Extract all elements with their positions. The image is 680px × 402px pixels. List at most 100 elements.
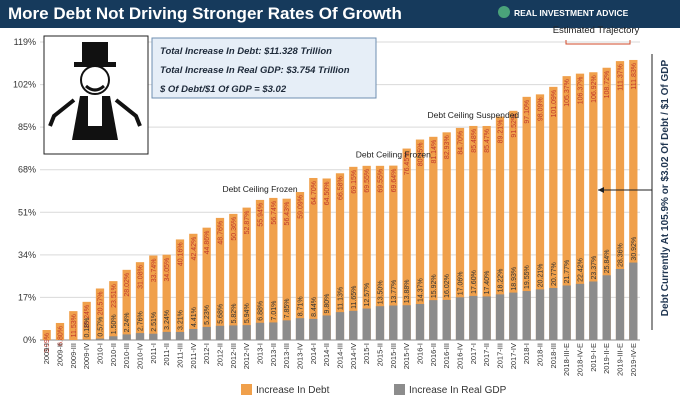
gdp-data-label: 0.18% [84, 318, 91, 338]
x-tick-label: 2017-I [469, 343, 478, 364]
gdp-bar [522, 291, 531, 340]
gdp-data-label: 3.21% [178, 310, 185, 330]
debt-data-label: 48.76% [218, 221, 225, 245]
x-tick-label: 2010-II [109, 343, 118, 366]
debt-bar [149, 255, 158, 340]
debt-bar [522, 96, 531, 341]
debt-bar [349, 166, 358, 340]
debt-data-label: 111.83% [631, 63, 638, 90]
debt-bar [242, 207, 251, 340]
gdp-data-label: 16.02% [444, 274, 451, 298]
gdp-data-label: 23.37% [591, 256, 598, 280]
debt-bar [389, 165, 398, 340]
debt-data-label: 97.10% [524, 100, 531, 124]
debt-data-label: 82.93% [444, 135, 451, 159]
x-tick-label: 2013-I [256, 343, 265, 364]
gdp-bar [349, 310, 358, 340]
gdp-bar [469, 295, 478, 340]
debt-bar [602, 67, 611, 340]
debt-data-label: 69.64% [391, 169, 398, 193]
brand-name: REAL INVESTMENT ADVICE [514, 8, 629, 18]
gdp-bar [509, 292, 518, 340]
debt-data-label: 33.74% [151, 259, 158, 283]
x-tick-label: 2009-III [69, 343, 78, 368]
x-axis: 2009-I 2009-II 2009-III 2009-IV 2010-I 2010-I… [42, 343, 638, 376]
gdp-bar [309, 318, 318, 340]
x-tick-label: 2017-II [482, 343, 491, 366]
gdp-data-label: 8.71% [298, 296, 305, 316]
gdp-data-label: 17.40% [484, 271, 491, 295]
debt-data-label: 11.53% [71, 314, 78, 337]
debt-data-label: 31.08% [138, 265, 145, 289]
gdp-data-label: 2.24% [124, 313, 131, 333]
debt-bar [415, 139, 425, 340]
debt-data-label: 28.02% [124, 273, 131, 297]
debt-data-label: 69.55% [364, 169, 371, 193]
side-note-text: Debt Currently At 105.9% or $3.02 Of Deb… [660, 59, 671, 316]
x-tick-label: 2012-II [216, 343, 225, 366]
debt-data-label: 42.42% [191, 237, 198, 261]
debt-bar [69, 311, 78, 340]
legend-gdp-label: Increase In Real GDP [409, 385, 507, 396]
debt-bar [175, 239, 185, 340]
x-tick-label: 2018-III-E [562, 343, 571, 376]
y-tick-label: 0% [23, 335, 36, 345]
gdp-bar [455, 297, 465, 340]
x-tick-label: 2013-II [269, 343, 278, 366]
x-tick-label: 2017-III [496, 343, 505, 368]
gdp-data-label: 9.80% [324, 294, 331, 314]
gdp-bar [429, 300, 438, 340]
gdp-bar [575, 283, 585, 340]
gdp-bar [135, 333, 145, 340]
gdp-bar [442, 299, 451, 340]
gdp-data-label: 18.22% [498, 269, 505, 293]
debt-bar [429, 136, 438, 340]
debt-bar [535, 94, 545, 340]
gdp-bar [629, 262, 638, 340]
debt-bar [189, 233, 198, 340]
mascot-cartoon [43, 35, 149, 155]
chart-title: More Debt Not Driving Stronger Rates Of … [8, 4, 402, 23]
gdp-bar [189, 328, 198, 340]
debt-data-label: 44.86% [204, 231, 211, 255]
gdp-data-label: 11.65% [351, 286, 358, 309]
y-axis: 0% 17% 34% 51% 68% 85% 102% 119% [13, 37, 36, 345]
debt-data-label: 40.16% [178, 242, 185, 266]
debt-data-label: 91.52% [511, 114, 518, 138]
gdp-data-label: 17.60% [471, 270, 478, 294]
debt-data-label: 59.09% [298, 195, 305, 219]
debt-bar [202, 227, 211, 340]
debt-bar [562, 76, 571, 341]
gdp-data-label: 17.06% [458, 272, 465, 296]
gdp-bar [535, 289, 545, 340]
debt-data-label: 50.36% [231, 217, 238, 241]
annotation-label: Debt Ceiling Frozen [222, 184, 297, 194]
gdp-bar [322, 315, 331, 340]
x-tick-label: 2016-III [442, 343, 451, 368]
x-tick-label: 2015-III [389, 343, 398, 368]
x-tick-label: 2019-III-E [616, 343, 625, 376]
gdp-bar [122, 334, 131, 340]
x-tick-label: 2014-I [309, 343, 318, 364]
debt-bar [442, 132, 451, 340]
info-debt: Total Increase In Debt: $11.328 Trillion [160, 46, 332, 57]
y-tick-label: 51% [18, 207, 36, 217]
gdp-bar [282, 320, 291, 340]
x-tick-label: 2012-III [229, 343, 238, 368]
legend-debt-swatch [241, 384, 252, 395]
x-tick-label: 2018-II [536, 343, 545, 366]
gdp-data-label: 19.55% [524, 265, 531, 289]
debt-bar [122, 269, 131, 340]
title-bar: More Debt Not Driving Stronger Rates Of … [0, 0, 680, 28]
y-tick-label: 34% [18, 250, 36, 260]
gdp-data-label: 28.36% [618, 243, 625, 267]
info-box-frame [151, 37, 377, 99]
gdp-data-label: 5.68% [218, 304, 225, 324]
x-tick-label: 2015-IV [402, 343, 411, 369]
x-tick-label: 2019-IV-E [629, 343, 638, 376]
debt-bar [309, 177, 318, 340]
debt-data-label: 55.94% [258, 203, 265, 227]
gdp-data-label: 25.84% [604, 250, 611, 274]
debt-bar [322, 178, 331, 340]
x-tick-label: 2011-IV [189, 343, 198, 369]
